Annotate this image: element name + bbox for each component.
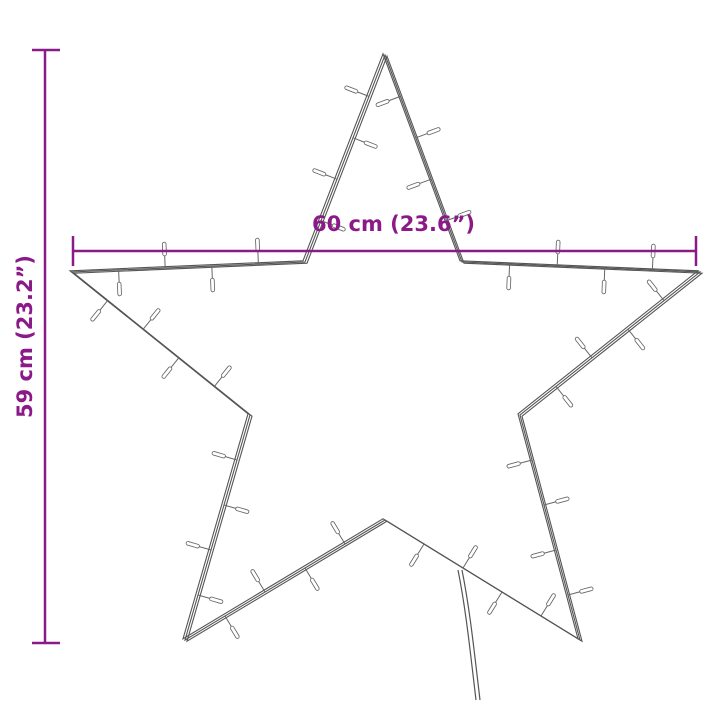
led-bulb — [462, 545, 478, 569]
led-bulb — [211, 451, 238, 461]
led-bulb — [646, 279, 665, 301]
led-bulb — [185, 541, 212, 551]
star-wire — [68, 52, 700, 640]
led-bulb — [142, 308, 161, 330]
led-bulb — [555, 239, 561, 267]
led-bulb — [320, 220, 346, 232]
height-dimension-line — [32, 48, 60, 645]
led-bulb — [415, 127, 441, 139]
led-bulb — [506, 459, 533, 469]
led-bulb — [506, 263, 512, 291]
power-cable — [457, 569, 477, 701]
led-bulb — [409, 543, 425, 567]
power-cable-inner — [461, 569, 481, 701]
led-bulbs — [90, 85, 665, 639]
led-bulb — [224, 615, 240, 639]
led-bulb — [214, 365, 232, 387]
led-bulb — [116, 269, 122, 297]
led-bulb — [161, 241, 167, 269]
led-bulb — [540, 593, 556, 617]
led-bulb — [344, 85, 370, 97]
width-label: 60 cm (23.6”) — [312, 212, 475, 236]
led-bulb — [197, 594, 224, 604]
led-bulb — [161, 357, 180, 379]
led-bulb — [210, 265, 216, 293]
led-bulb — [330, 521, 346, 545]
width-dimension-line — [71, 236, 698, 266]
led-bulb — [312, 168, 338, 180]
led-bulb — [250, 569, 266, 593]
led-bulb — [574, 336, 593, 359]
led-bulb — [601, 267, 607, 295]
led-bulb — [223, 504, 250, 514]
led-bulb — [375, 95, 401, 108]
height-label: 59 cm (23.2”) — [13, 255, 37, 418]
led-bulb — [627, 328, 646, 351]
led-bulb — [406, 178, 432, 190]
led-bulb — [255, 237, 261, 265]
star-frame — [68, 52, 704, 643]
led-bulb — [90, 300, 108, 322]
led-bulb — [304, 567, 320, 591]
led-bulb — [352, 137, 378, 149]
led-bulb — [555, 386, 574, 408]
star-wire — [72, 54, 704, 643]
led-bulb — [446, 209, 472, 222]
led-bulb — [530, 549, 557, 559]
led-bulb — [487, 591, 503, 615]
led-bulb — [567, 586, 594, 596]
led-bulb — [543, 496, 570, 506]
led-bulb — [650, 243, 656, 271]
